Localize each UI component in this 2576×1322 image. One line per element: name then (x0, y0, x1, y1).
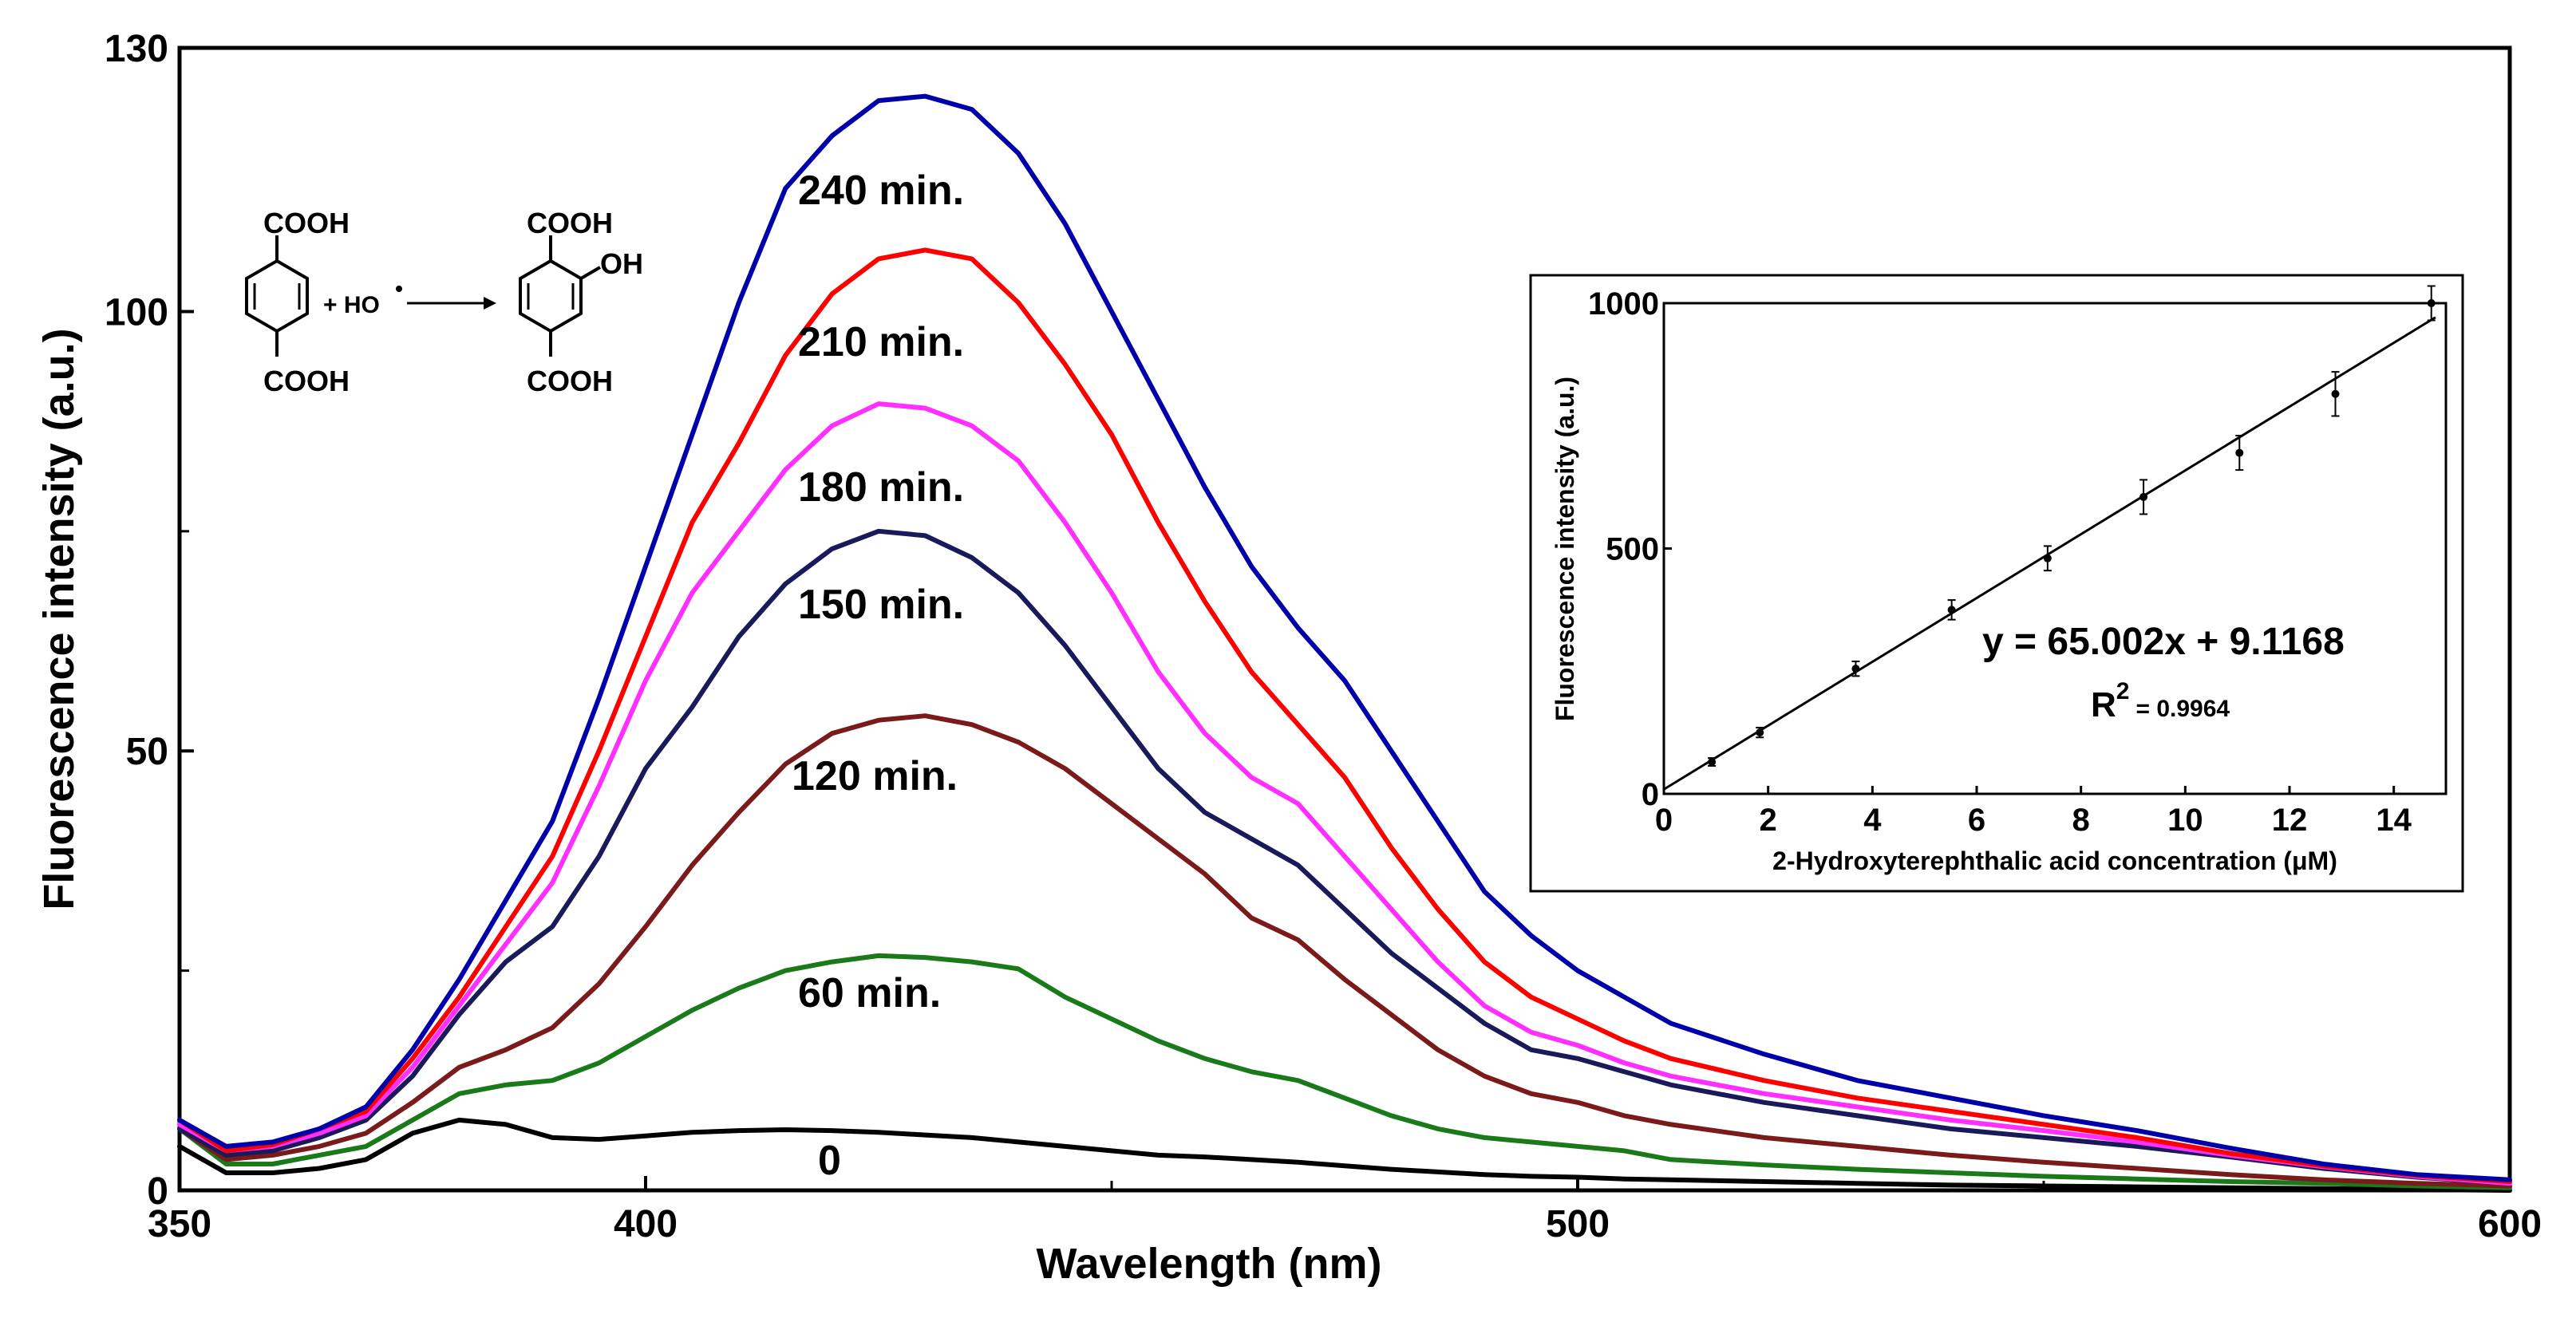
inset-x-tick-label-6: 6 (1968, 803, 1985, 838)
main-y-axis-title: Fluorescence intensity (a.u.) (35, 328, 83, 910)
inset-y-tick-label-500: 500 (1606, 532, 1659, 567)
data-point (2139, 492, 2148, 501)
inset-y-axis-title: Fluorescence intensity (a.u.) (1551, 377, 1579, 721)
hydroxyterephthalic-acid-structure (519, 235, 602, 357)
data-point (2235, 448, 2244, 457)
product-top-group: COOH (527, 207, 613, 239)
inset-series-group (1663, 285, 2436, 791)
reactant-top-group: COOH (263, 207, 350, 239)
inset-x-tick-label-12: 12 (2272, 803, 2308, 838)
radical-dot (396, 286, 402, 292)
series-line-240-min (177, 93, 2512, 1182)
reactant-bottom-group: COOH (263, 365, 350, 397)
inset-x-tick-label-10: 10 (2167, 803, 2203, 838)
curve-label-210: 210 min. (798, 319, 964, 365)
inset-y-tick-label-1000: 1000 (1588, 286, 1659, 322)
series-line-120-min (177, 713, 2512, 1189)
terephthalic-acid-structure (245, 235, 309, 357)
inset-x-tick-label-4: 4 (1863, 803, 1882, 838)
r-squared: R2= 0.9964 (2091, 678, 2230, 724)
inset-x-axis-title: 2-Hydroxyterephthalic acid concentration… (1772, 846, 2337, 875)
series-line-0 (177, 1117, 2512, 1193)
series-line-60-min (177, 953, 2512, 1190)
curve-label-240: 240 min. (798, 168, 964, 214)
data-point (1851, 665, 1860, 673)
main-x-tick-label-400: 400 (614, 1203, 678, 1245)
main-x-tick-label-500: 500 (1546, 1203, 1610, 1245)
series-line-150-min (177, 528, 2512, 1186)
data-point (2043, 554, 2052, 562)
data-point (1708, 758, 1717, 767)
curve-label-120: 120 min. (792, 753, 958, 799)
main-x-tick-label-350: 350 (148, 1203, 211, 1245)
inset-x-tick-label-14: 14 (2376, 803, 2412, 838)
fit-equation: y = 65.002x + 9.1168 (1982, 621, 2345, 663)
hydroxyl-radical: + HO (323, 292, 380, 318)
fit-line (1663, 316, 2436, 791)
main-y-tick-label-0: 0 (147, 1170, 168, 1213)
reaction-scheme: COOH COOH + HO COOH OH COOH (245, 207, 643, 397)
inset-y-tick-label-0: 0 (1642, 777, 1659, 812)
inset-outer-frame (1529, 274, 2464, 893)
data-point (1756, 728, 1764, 737)
main-x-axis-title: Wavelength (nm) (1036, 1240, 1381, 1288)
reaction-arrow (407, 297, 496, 310)
curve-label-60: 60 min. (798, 970, 941, 1016)
curve-labels: 240 min. 210 min. 180 min. 150 min. 120 … (792, 168, 964, 1184)
main-series-group (177, 93, 2512, 1193)
r-squared-sup: 2 (2116, 678, 2130, 704)
series-line-210-min (177, 247, 2512, 1184)
r-squared-label: R (2091, 685, 2116, 724)
data-point (1947, 606, 1956, 614)
inset-x-tick-label-2: 2 (1760, 803, 1777, 838)
inset-x-tick-label-8: 8 (2072, 803, 2090, 838)
r-squared-value: = 0.9964 (2135, 696, 2230, 722)
product-bottom-group: COOH (527, 365, 613, 397)
data-point (2331, 389, 2340, 398)
main-plot-frame (177, 45, 2512, 1193)
inset-axis-ticks: 0 2 4 6 8 10 12 14 0 500 1000 (1588, 286, 2412, 838)
curve-label-0: 0 (818, 1138, 841, 1184)
main-y-tick-label-130: 130 (105, 28, 168, 70)
series-line-180-min (177, 401, 2512, 1186)
curve-label-180: 180 min. (798, 464, 964, 511)
curve-label-150: 150 min. (798, 582, 964, 628)
main-y-tick-label-100: 100 (105, 291, 168, 333)
main-x-tick-label-600: 600 (2478, 1203, 2542, 1245)
inset-x-tick-label-0: 0 (1655, 803, 1673, 838)
inset-chart: 0 2 4 6 8 10 12 14 0 500 1000 2-Hydroxyterephthali… (1529, 274, 2464, 893)
data-point (2427, 299, 2436, 307)
product-side-group: OH (600, 247, 643, 280)
main-y-tick-label-50: 50 (126, 731, 168, 773)
